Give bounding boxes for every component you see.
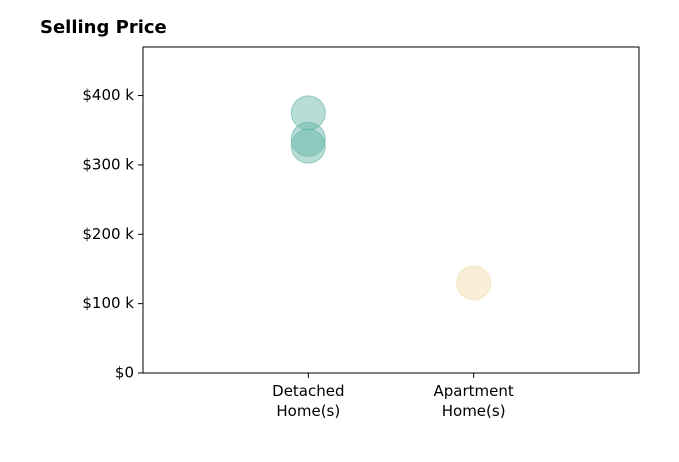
point — [290, 128, 326, 164]
y-tick-label: $400 k — [82, 86, 134, 104]
point — [456, 265, 492, 301]
plot-frame — [142, 46, 640, 374]
y-tick-label: $200 k — [82, 225, 134, 243]
point — [290, 121, 326, 157]
y-tick-label: $0 — [115, 364, 134, 382]
chart-title: Selling Price — [40, 17, 167, 38]
y-tick-label: $300 k — [82, 155, 134, 173]
x-tick-label: Apartment Home(s) — [433, 382, 514, 420]
x-tick-label: Detached Home(s) — [272, 382, 345, 420]
y-tick-label: $100 k — [82, 294, 134, 312]
point — [290, 95, 326, 131]
